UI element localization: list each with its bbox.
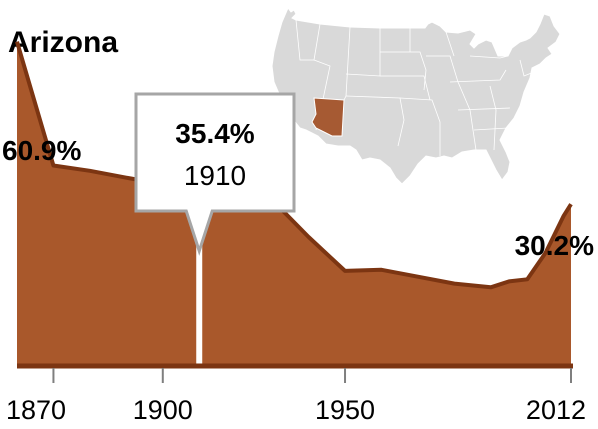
x-tick-label: 1900 xyxy=(133,395,193,425)
x-tick-label: 1870 xyxy=(6,395,66,425)
highlight-callout: 35.4% 1910 xyxy=(134,92,296,256)
arizona-state xyxy=(311,97,345,137)
chart-title: Arizona xyxy=(8,26,118,59)
x-tick-label: 2012 xyxy=(526,395,586,425)
start-value-label: 60.9% xyxy=(2,135,81,166)
area-series-edge xyxy=(15,41,573,290)
x-axis-ticks: 1870 1900 1950 2012 xyxy=(6,368,586,425)
us-map-inset xyxy=(271,7,561,185)
end-value-label: 30.2% xyxy=(515,230,594,261)
area-series xyxy=(17,41,571,364)
callout-value-label: 35.4% xyxy=(175,118,254,149)
callout-year-label: 1910 xyxy=(184,160,246,191)
us-map-outline xyxy=(271,7,561,185)
x-tick-label: 1950 xyxy=(315,395,375,425)
callout-box xyxy=(134,92,296,256)
us-map-state-lines xyxy=(295,19,535,156)
